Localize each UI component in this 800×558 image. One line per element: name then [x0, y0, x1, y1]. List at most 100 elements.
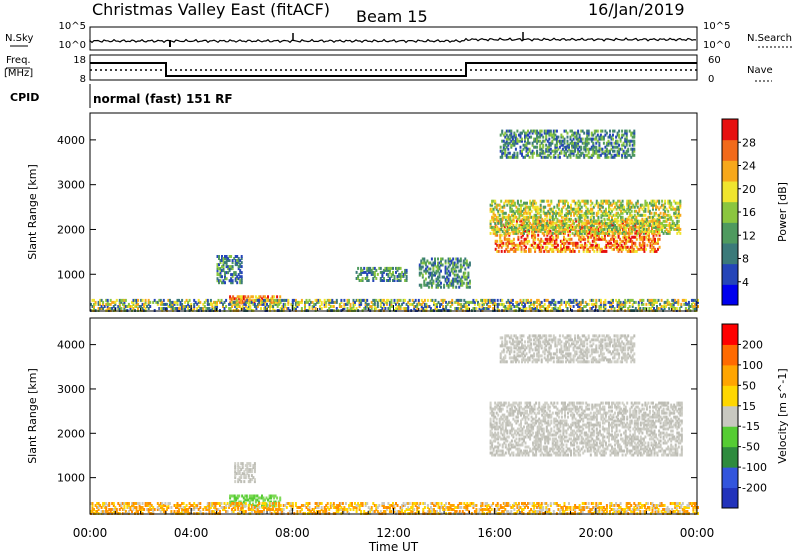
- heatmap-cell: [616, 240, 618, 243]
- heatmap-cell: [497, 222, 499, 225]
- heatmap-cell: [556, 130, 558, 133]
- heatmap-cell: [499, 214, 501, 217]
- colorbar-tick-label: 24: [742, 160, 756, 173]
- heatmap-cell: [625, 232, 627, 235]
- heatmap-cell: [685, 299, 687, 302]
- heatmap-cell: [489, 305, 491, 308]
- heatmap-cell: [276, 295, 278, 298]
- heatmap-cell: [529, 402, 531, 405]
- heatmap-cell: [377, 273, 379, 276]
- heatmap-cell: [392, 271, 394, 274]
- heatmap-cell: [598, 142, 600, 145]
- heatmap-cell: [676, 307, 678, 310]
- heatmap-cell: [515, 148, 517, 151]
- heatmap-cell: [597, 130, 599, 133]
- heatmap-cell: [679, 200, 681, 203]
- heatmap-cell: [633, 154, 635, 157]
- heatmap-cell: [626, 130, 628, 133]
- heatmap-cell: [267, 295, 269, 298]
- heatmap-cell: [572, 232, 574, 235]
- heatmap-cell: [528, 232, 530, 235]
- heatmap-cell: [636, 238, 638, 241]
- heatmap-cell: [550, 454, 552, 457]
- heatmap-cell: [543, 200, 545, 203]
- colorbar-segment: [722, 222, 738, 243]
- heatmap-cell: [340, 305, 342, 308]
- heatmap-cell: [440, 270, 442, 273]
- heatmap-cell: [588, 142, 590, 145]
- heatmap-cell: [534, 234, 536, 237]
- heatmap-cell: [587, 200, 589, 203]
- heatmap-cell: [621, 130, 623, 133]
- heatmap-cell: [591, 202, 593, 205]
- heatmap-cell: [422, 274, 424, 277]
- heatmap-cell: [336, 299, 338, 302]
- heatmap-cell: [514, 202, 516, 205]
- heatmap-cell: [620, 226, 622, 229]
- heatmap-cell: [634, 228, 636, 231]
- heatmap-cell: [455, 286, 457, 289]
- heatmap-cell: [241, 275, 243, 278]
- heatmap-cell: [375, 269, 377, 272]
- heatmap-cell: [375, 277, 377, 280]
- heatmap-cell: [602, 206, 604, 209]
- heatmap-cell: [645, 248, 647, 251]
- heatmap-cell: [667, 210, 669, 213]
- heatmap-cell: [508, 436, 510, 439]
- heatmap-cell: [658, 299, 660, 302]
- heatmap-cell: [362, 277, 364, 280]
- heatmap-cell: [567, 202, 569, 205]
- heatmap-cell: [530, 136, 532, 139]
- heatmap-cell: [552, 236, 554, 239]
- heatmap-cell: [501, 130, 503, 133]
- heatmap-cell: [521, 246, 523, 249]
- colorbar-tick-label: 8: [742, 253, 749, 266]
- heatmap-cell: [556, 440, 558, 443]
- heatmap-cell: [567, 307, 569, 310]
- heatmap-cell: [688, 301, 690, 304]
- heatmap-cell: [553, 206, 555, 209]
- heatmap-cell: [457, 266, 459, 269]
- heatmap-cell: [593, 216, 595, 219]
- heatmap-cell: [661, 200, 663, 203]
- heatmap-cell: [525, 246, 527, 249]
- heatmap-cell: [659, 246, 661, 249]
- heatmap-cell: [409, 299, 411, 302]
- heatmap-cell: [490, 402, 492, 405]
- heatmap-cell: [584, 226, 586, 229]
- heatmap-cell: [536, 150, 538, 153]
- heatmap-cell: [526, 410, 528, 413]
- heatmap-cell: [554, 301, 556, 304]
- heatmap-cell: [494, 299, 496, 302]
- heatmap-cell: [509, 232, 511, 235]
- heatmap-cell: [549, 438, 551, 441]
- colorbar-segment: [722, 160, 738, 181]
- heatmap-cell: [423, 258, 425, 261]
- heatmap-cell: [622, 216, 624, 219]
- heatmap-cell: [538, 402, 540, 405]
- heatmap-cell: [587, 216, 589, 219]
- heatmap-cell: [455, 270, 457, 273]
- heatmap-cell: [547, 200, 549, 203]
- heatmap-cell: [391, 299, 393, 302]
- heatmap-cell: [615, 236, 617, 239]
- heatmap-cell: [588, 303, 590, 306]
- heatmap-cell: [603, 142, 605, 145]
- heatmap-cell: [469, 280, 471, 283]
- heatmap-cell: [425, 278, 427, 281]
- heatmap-cell: [260, 307, 262, 310]
- nave-tick-bottom: 0: [708, 74, 714, 85]
- heatmap-cell: [163, 299, 165, 302]
- heatmap-cell: [576, 299, 578, 302]
- heatmap-cell: [406, 275, 408, 278]
- heatmap-cell: [236, 281, 238, 284]
- heatmap-cell: [559, 156, 561, 159]
- colorbar-tick-label: 20: [742, 183, 756, 196]
- heatmap-cell: [659, 238, 661, 241]
- heatmap-cell: [560, 299, 562, 302]
- heatmap-cell: [252, 295, 254, 298]
- heatmap-cell: [218, 255, 220, 258]
- heatmap-cell: [517, 236, 519, 239]
- heatmap-cell: [384, 307, 386, 310]
